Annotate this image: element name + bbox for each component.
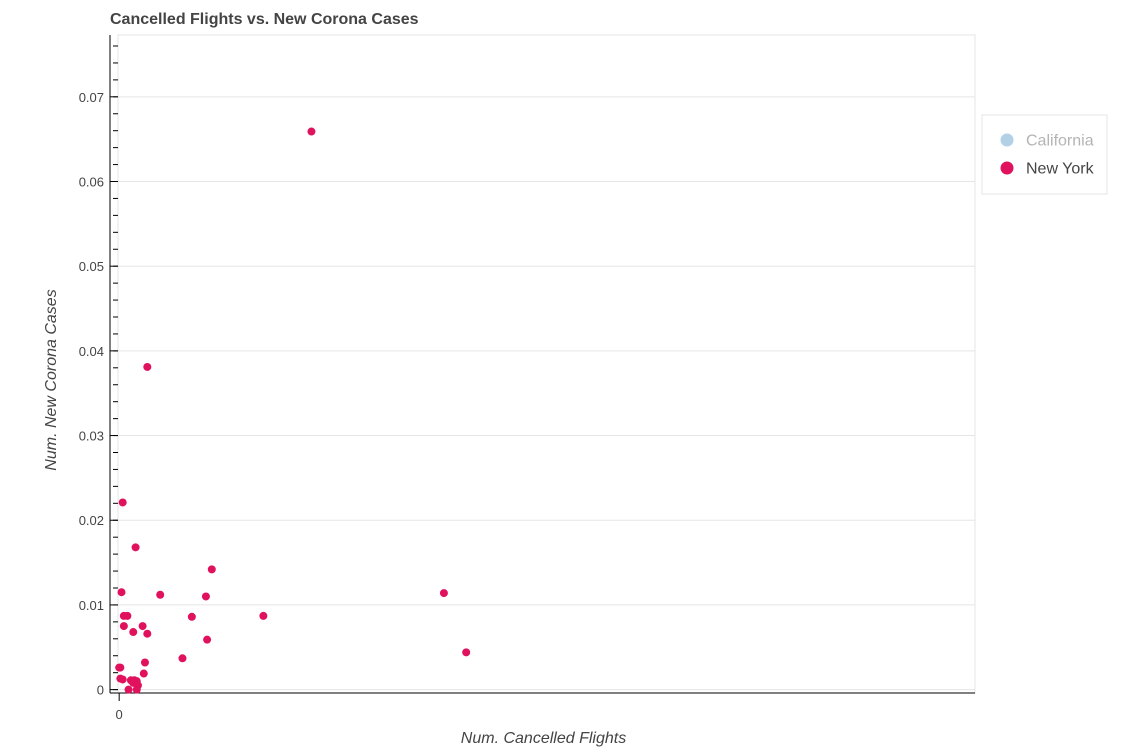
data-point [132, 685, 141, 694]
legend-marker [1000, 161, 1014, 175]
legend-label: New York [1026, 161, 1095, 178]
data-point [138, 622, 147, 631]
data-point [139, 669, 148, 678]
data-point [156, 590, 165, 599]
data-point [129, 628, 138, 637]
y-tick-label: 0.06 [79, 175, 104, 190]
data-point [116, 663, 125, 672]
y-tick-label: 0.05 [79, 259, 104, 274]
data-point [203, 635, 212, 644]
legend-item[interactable]: New York [1000, 161, 1095, 178]
legend-box [981, 114, 1108, 195]
x-tick-label: 0 [116, 707, 123, 722]
y-tick-label: 0.04 [79, 344, 104, 359]
chart-title: Cancelled Flights vs. New Corona Cases [110, 11, 419, 28]
y-tick-label: 0 [97, 683, 104, 698]
y-tick-label: 0.01 [79, 598, 104, 613]
data-point [307, 127, 316, 136]
data-point [124, 685, 133, 694]
plot-area [117, 34, 976, 694]
y-axis-label: Num. New Corona Cases [43, 289, 60, 470]
data-point [119, 622, 128, 631]
data-point [187, 612, 196, 621]
x-axis-label: Num. Cancelled Flights [461, 730, 626, 747]
gridlines [118, 96, 975, 691]
data-point [123, 611, 132, 620]
data-point [143, 362, 152, 371]
y-tick-label: 0.03 [79, 429, 104, 444]
data-point [462, 648, 471, 657]
data-point [259, 611, 268, 620]
legend-marker [1000, 133, 1014, 147]
legend-label: California [1026, 133, 1094, 150]
data-points [115, 127, 471, 694]
data-point [118, 498, 127, 507]
axes [109, 35, 975, 701]
data-point [140, 658, 149, 667]
y-tick-label: 0.07 [79, 90, 104, 105]
data-point [143, 629, 152, 638]
legend-item[interactable]: California [1000, 133, 1094, 150]
tick-labels: 0 0.01 0.02 0.03 0.04 0.05 0.06 0.07 0 [79, 90, 123, 722]
legend[interactable]: California New York [981, 114, 1108, 195]
data-point [178, 654, 187, 663]
data-point [439, 589, 448, 598]
y-tick-label: 0.02 [79, 513, 104, 528]
data-point [117, 588, 126, 597]
data-point [201, 592, 210, 601]
data-point [131, 543, 140, 552]
data-point [118, 675, 127, 684]
data-point [207, 565, 216, 574]
